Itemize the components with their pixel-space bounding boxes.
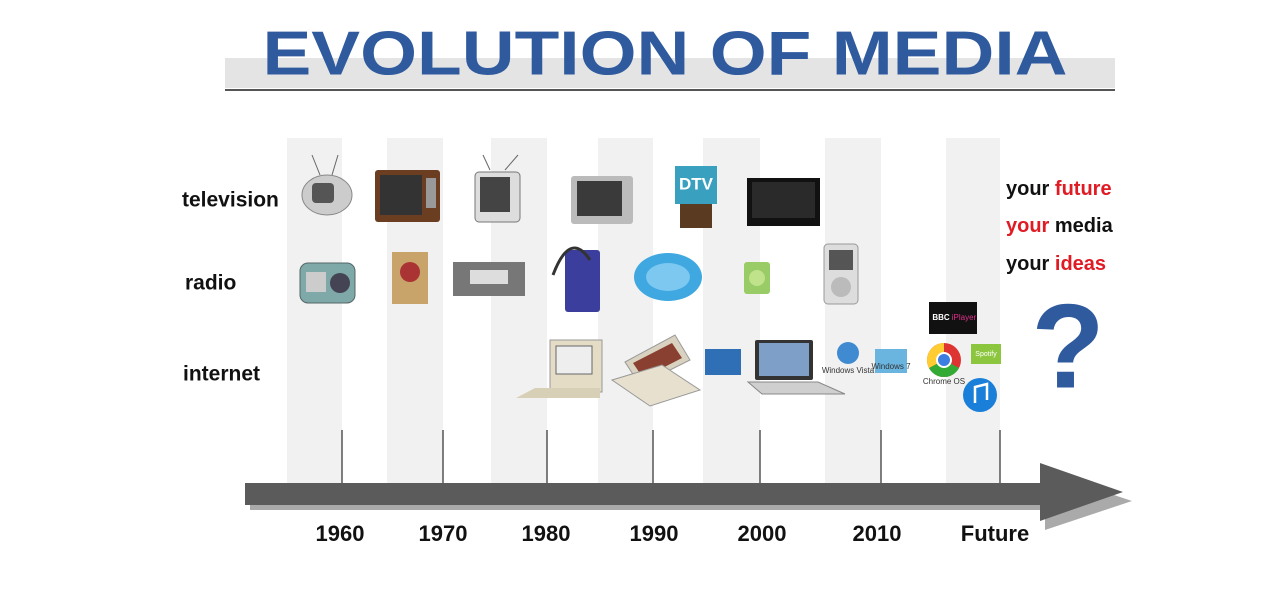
title-band	[225, 58, 1115, 88]
year-label: 1960	[316, 521, 365, 546]
decade-ticks	[341, 430, 1001, 490]
tagline-part: ideas	[1055, 253, 1106, 275]
tagline: your ideas	[1006, 253, 1106, 275]
year-label: Future	[961, 521, 1029, 546]
question-mark: ?	[1031, 280, 1104, 414]
timeline-arrow	[245, 463, 1123, 521]
spotify-label: Spotify	[975, 351, 997, 358]
computer-icons: Windows Vista Windows 7 BBC iPlayer Chro…	[516, 302, 1001, 412]
tagline-part: your	[1006, 178, 1055, 200]
chrome-os-label: Chrome OS	[923, 377, 965, 386]
row-label: television	[182, 189, 279, 212]
row-label: internet	[183, 363, 260, 386]
year-label: 1990	[630, 521, 679, 546]
windows-7-label: Windows 7	[871, 362, 911, 371]
year-label: 1980	[522, 521, 571, 546]
tagline-part: future	[1055, 178, 1112, 200]
year-label: 2000	[738, 521, 787, 546]
iplayer-label: iPlayer	[952, 313, 977, 322]
radio-icons	[299, 243, 859, 312]
tagline: your future	[1006, 178, 1112, 200]
windows-vista-label: Windows Vista	[822, 366, 875, 375]
bbc-label: BBC	[932, 313, 950, 322]
year-label: 1970	[419, 521, 468, 546]
tagline: your media	[1006, 215, 1114, 237]
tv-icons: DTV	[301, 154, 820, 228]
tagline-part: your	[1006, 253, 1055, 275]
title: EVOLUTION OF MEDIA	[263, 19, 1068, 88]
tagline-part: media	[1049, 215, 1113, 237]
dtv-label: DTV	[679, 174, 714, 193]
year-label: 2010	[853, 521, 902, 546]
row-label: radio	[185, 272, 236, 295]
tagline-part: your	[1006, 215, 1050, 237]
